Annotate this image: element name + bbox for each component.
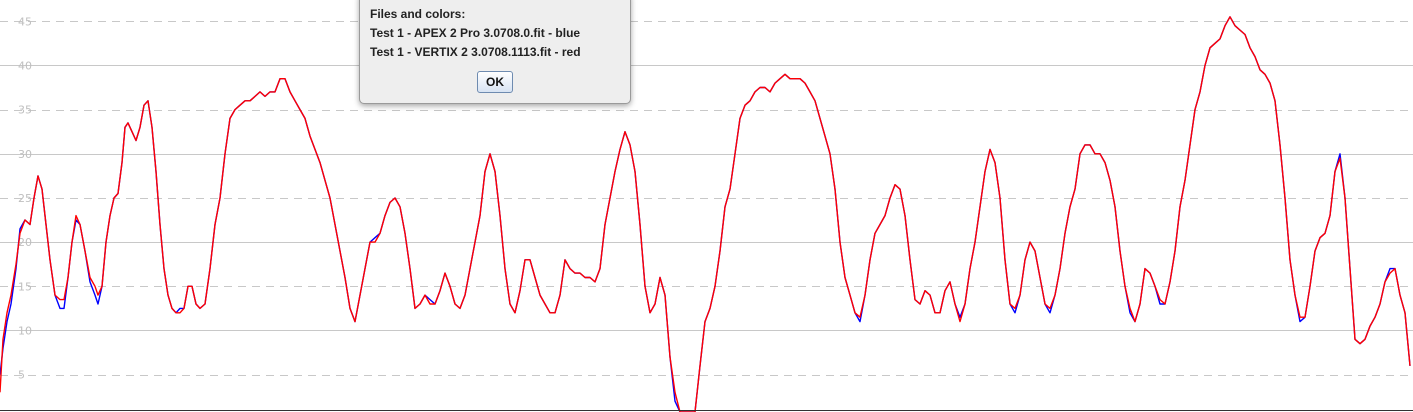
- y-tick-label: 25: [18, 192, 32, 205]
- dialog-file-red: Test 1 - VERTIX 2 3.0708.1113.fit - red: [370, 45, 581, 59]
- y-axis-ticks: 5 10 15 20 25 30 35 40 45: [18, 15, 32, 381]
- y-tick-label: 5: [18, 369, 25, 382]
- y-tick-label: 15: [18, 280, 32, 293]
- y-tick-label: 40: [18, 59, 32, 72]
- series-lines: [0, 16, 1411, 412]
- files-colors-dialog: Files and colors: Test 1 - APEX 2 Pro 3.…: [359, 0, 631, 104]
- ok-button[interactable]: OK: [477, 71, 513, 93]
- series-line-red: [0, 16, 1411, 412]
- gridlines: [0, 21, 1413, 376]
- y-tick-label: 20: [18, 236, 32, 249]
- y-tick-label: 10: [18, 324, 32, 337]
- y-tick-label: 45: [18, 15, 32, 28]
- dialog-heading: Files and colors:: [370, 7, 466, 21]
- y-tick-label: 30: [18, 148, 32, 161]
- y-tick-label: 35: [18, 104, 32, 117]
- series-line-blue: [0, 16, 1411, 412]
- dialog-file-blue: Test 1 - APEX 2 Pro 3.0708.0.fit - blue: [370, 26, 581, 40]
